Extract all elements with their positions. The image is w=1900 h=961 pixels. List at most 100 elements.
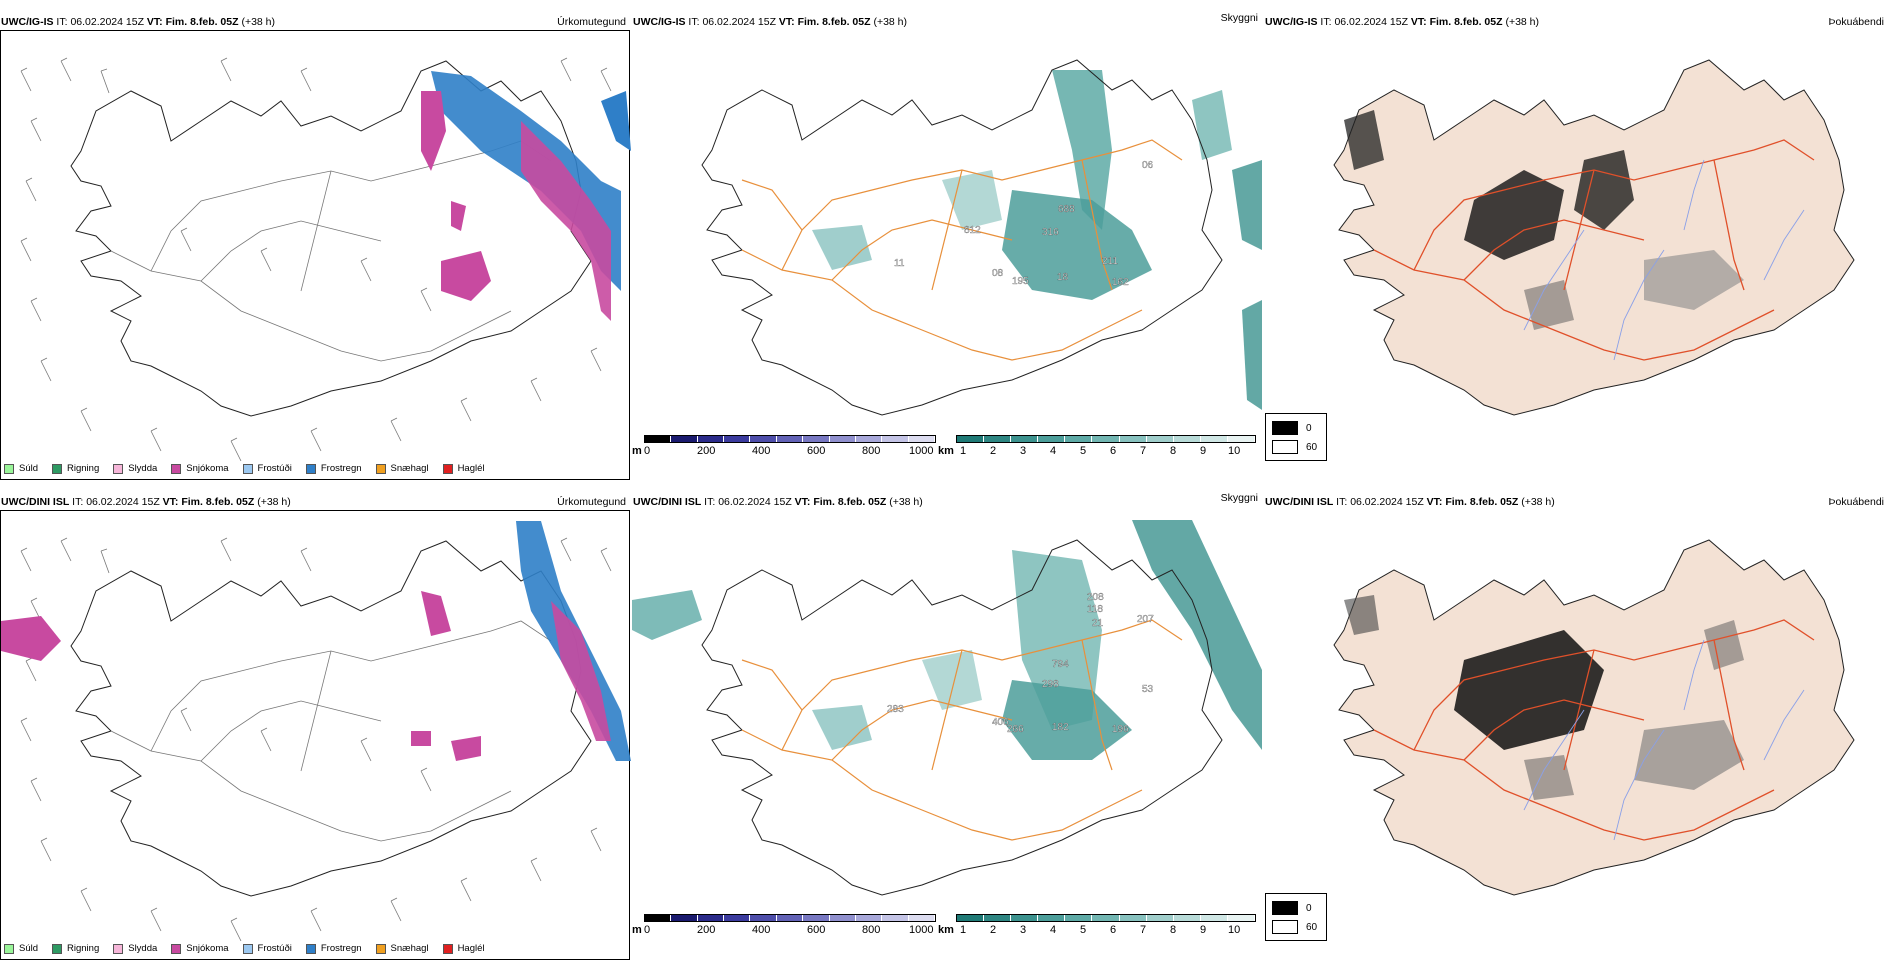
legend-swatch xyxy=(1272,440,1298,454)
ceiling-colorbar-row2: m 0 200 400 600 800 1000 xyxy=(632,914,937,940)
legend-swatch xyxy=(1272,421,1298,435)
fog-legend-item: 60 xyxy=(1272,440,1317,454)
legend-swatch xyxy=(1272,901,1298,915)
legend-swatch xyxy=(242,463,253,474)
legend-swatch xyxy=(52,463,63,474)
visibility-tick: 1 xyxy=(960,924,967,936)
iceland-map-precip xyxy=(20,57,631,462)
visibility-tick: 3 xyxy=(1020,924,1027,936)
panel-visibility-row1: UWC/IG-IS IT: 06.02.2024 15Z VT: Fim. 8.… xyxy=(632,12,1262,480)
visibility-unit: km xyxy=(938,924,954,936)
iceland-map-visibility xyxy=(701,59,1262,416)
legend-swatch xyxy=(4,463,14,474)
panel-label: Úrkomutegund xyxy=(557,496,626,508)
precip-legend: Súld Rigning Slydda Snjókoma Frostúði Fr… xyxy=(4,943,499,954)
visibility-label: 211 xyxy=(1102,256,1118,267)
visibility-tick: 5 xyxy=(1080,445,1087,457)
legend-swatch xyxy=(4,943,14,954)
visibility-label: 812 xyxy=(964,225,981,236)
iceland-map-precip xyxy=(1,521,631,942)
visibility-tick: 10 xyxy=(1228,924,1241,936)
visibility-map: 688 316 812 211 195 18 162 11 08 06 xyxy=(632,30,1262,480)
legend-item-suld: Súld xyxy=(4,943,38,954)
visibility-label: 06 xyxy=(1142,160,1154,171)
panel-label: Þokuábendi xyxy=(1828,496,1884,508)
visibility-label: 118 xyxy=(1087,604,1103,615)
ceiling-tick: 800 xyxy=(862,445,881,457)
legend-item-haglel: Haglél xyxy=(442,463,485,474)
visibility-tick: 10 xyxy=(1228,445,1241,457)
visibility-colorbar-boxes xyxy=(956,914,1256,922)
visibility-labels: 794 298 266 182 196 406 283 53 118 208 2… xyxy=(887,592,1154,735)
legend-swatch xyxy=(113,463,124,474)
visibility-tick: 6 xyxy=(1110,445,1117,457)
legend-swatch xyxy=(375,463,386,474)
panel-label: Skyggni xyxy=(1220,12,1258,24)
fog-legend-item: 60 xyxy=(1272,920,1317,934)
panel-title: UWC/DINI ISL IT: 06.02.2024 15Z VT: Fim.… xyxy=(1,496,291,508)
legend-swatch xyxy=(1272,920,1298,934)
legend-swatch xyxy=(113,943,124,954)
visibility-tick: 9 xyxy=(1200,924,1207,936)
visibility-label: 182 xyxy=(1052,722,1069,733)
visibility-label: 283 xyxy=(887,704,904,715)
ceiling-unit: m xyxy=(632,924,642,936)
visibility-tick: 1 xyxy=(960,445,967,457)
visibility-label: 406 xyxy=(992,717,1009,728)
panel-precip-type-row2: UWC/DINI ISL IT: 06.02.2024 15Z VT: Fim.… xyxy=(0,495,631,960)
fog-legend-row1: 0 60 xyxy=(1265,413,1327,461)
ceiling-tick: 0 xyxy=(644,924,651,936)
visibility-tick: 7 xyxy=(1140,924,1147,936)
fog-legend-row2: 0 60 xyxy=(1265,893,1327,941)
ceiling-tick: 200 xyxy=(697,445,716,457)
legend-item-frostregn: Frostregn xyxy=(305,463,362,474)
panel-fog-row2: UWC/DINI ISL IT: 06.02.2024 15Z VT: Fim.… xyxy=(1264,495,1894,960)
ceiling-tick: 600 xyxy=(807,445,826,457)
visibility-label: 207 xyxy=(1137,614,1154,625)
visibility-label: 794 xyxy=(1052,659,1069,670)
legend-swatch xyxy=(171,463,182,474)
legend-swatch xyxy=(171,943,182,954)
ceiling-unit: m xyxy=(632,445,642,457)
panel-fog-row1: UWC/IG-IS IT: 06.02.2024 15Z VT: Fim. 8.… xyxy=(1264,15,1894,480)
visibility-label: 196 xyxy=(1112,724,1129,735)
fog-map xyxy=(1264,30,1894,480)
legend-item-snaehagl: Snæhagl xyxy=(375,943,429,954)
ceiling-colorbar-boxes xyxy=(644,435,936,443)
precip-map xyxy=(0,510,631,960)
precip-legend: Súld Rigning Slydda Snjókoma Frostúði Fr… xyxy=(4,463,499,474)
visibility-tick: 3 xyxy=(1020,445,1027,457)
panel-label: Úrkomutegund xyxy=(557,16,626,28)
panel-visibility-row2: UWC/DINI ISL IT: 06.02.2024 15Z VT: Fim.… xyxy=(632,492,1262,960)
panel-label: Þokuábendi xyxy=(1828,16,1884,28)
visibility-tick: 8 xyxy=(1170,445,1177,457)
ceiling-tick: 400 xyxy=(752,445,771,457)
legend-item-snjokoma: Snjókoma xyxy=(171,943,229,954)
panel-label: Skyggni xyxy=(1220,492,1258,504)
legend-swatch xyxy=(52,943,63,954)
visibility-tick: 4 xyxy=(1050,924,1057,936)
visibility-colorbar-row2: km 1 2 3 4 5 6 7 8 9 10 xyxy=(938,914,1258,940)
fog-legend-item: 0 xyxy=(1272,901,1312,915)
visibility-label: 162 xyxy=(1112,277,1129,288)
ceiling-tick: 1000 xyxy=(909,445,934,457)
legend-swatch xyxy=(375,943,386,954)
ceiling-tick: 600 xyxy=(807,924,826,936)
visibility-label: 195 xyxy=(1012,276,1029,287)
visibility-colorbar-boxes xyxy=(956,435,1256,443)
iceland-map-visibility xyxy=(632,520,1262,896)
legend-item-slydda: Slydda xyxy=(113,463,157,474)
visibility-label: 18 xyxy=(1057,272,1069,283)
visibility-unit: km xyxy=(938,445,954,457)
visibility-label: 298 xyxy=(1042,679,1059,690)
legend-item-frostudi: Frostúði xyxy=(242,943,292,954)
legend-swatch xyxy=(305,943,316,954)
legend-item-rigning: Rigning xyxy=(52,463,99,474)
fog-map xyxy=(1264,510,1894,960)
visibility-tick: 5 xyxy=(1080,924,1087,936)
iceland-map-fog xyxy=(1333,59,1855,416)
visibility-tick: 8 xyxy=(1170,924,1177,936)
visibility-label: 316 xyxy=(1042,227,1059,238)
ceiling-tick: 800 xyxy=(862,924,881,936)
legend-item-frostregn: Frostregn xyxy=(305,943,362,954)
